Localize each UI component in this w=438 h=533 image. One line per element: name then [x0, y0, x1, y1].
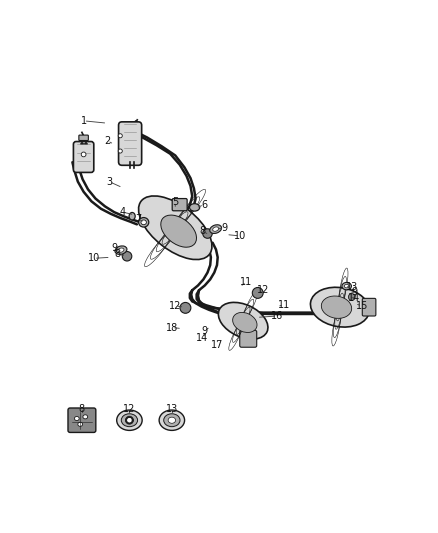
Ellipse shape [311, 287, 369, 327]
Ellipse shape [344, 285, 349, 288]
Text: 2: 2 [104, 136, 110, 146]
Circle shape [129, 416, 130, 417]
Text: 9: 9 [201, 326, 207, 336]
Ellipse shape [129, 213, 135, 220]
Text: 10: 10 [88, 253, 100, 263]
Ellipse shape [219, 302, 268, 339]
Text: 12: 12 [169, 301, 181, 311]
Text: 13: 13 [346, 282, 358, 292]
Ellipse shape [321, 296, 352, 318]
Circle shape [132, 421, 133, 422]
Ellipse shape [233, 312, 257, 333]
Text: 9: 9 [351, 287, 357, 297]
Text: 15: 15 [356, 301, 368, 311]
Ellipse shape [78, 422, 83, 426]
Circle shape [118, 149, 122, 153]
Circle shape [348, 294, 355, 301]
Circle shape [122, 252, 132, 261]
Ellipse shape [138, 217, 149, 227]
Text: 14: 14 [196, 333, 208, 343]
Text: 16: 16 [271, 311, 283, 321]
Ellipse shape [141, 220, 146, 225]
Ellipse shape [121, 414, 138, 427]
Circle shape [132, 420, 133, 421]
Text: 5: 5 [172, 197, 178, 207]
Circle shape [252, 287, 263, 298]
Circle shape [180, 302, 191, 313]
Text: 11: 11 [278, 300, 290, 310]
Ellipse shape [342, 282, 351, 290]
Circle shape [126, 419, 127, 420]
Text: 6: 6 [201, 200, 207, 209]
Text: 1: 1 [81, 116, 87, 126]
Circle shape [126, 418, 127, 419]
Ellipse shape [118, 248, 124, 252]
FancyBboxPatch shape [240, 330, 257, 347]
Ellipse shape [161, 215, 197, 247]
FancyBboxPatch shape [79, 135, 88, 141]
Text: 4: 4 [120, 207, 126, 217]
Ellipse shape [83, 415, 88, 419]
Ellipse shape [159, 410, 184, 431]
Ellipse shape [190, 204, 200, 211]
Circle shape [131, 417, 132, 418]
Ellipse shape [126, 417, 133, 423]
FancyBboxPatch shape [119, 122, 141, 165]
Ellipse shape [138, 196, 212, 260]
Ellipse shape [210, 225, 222, 233]
Text: 7: 7 [135, 214, 141, 224]
Text: 11: 11 [240, 277, 253, 287]
Ellipse shape [164, 414, 180, 427]
Ellipse shape [74, 416, 79, 421]
Circle shape [203, 229, 212, 238]
Circle shape [129, 423, 130, 424]
Text: 8: 8 [79, 404, 85, 414]
Text: 8: 8 [199, 226, 205, 236]
Text: 9: 9 [222, 223, 227, 233]
Text: 10: 10 [233, 231, 246, 241]
FancyBboxPatch shape [74, 142, 94, 172]
Text: 9: 9 [111, 243, 117, 253]
FancyBboxPatch shape [172, 199, 187, 211]
Text: 18: 18 [166, 322, 178, 333]
Text: 8: 8 [114, 249, 120, 259]
Text: 17: 17 [211, 340, 223, 350]
Circle shape [130, 423, 131, 424]
FancyBboxPatch shape [362, 298, 376, 316]
Text: 3: 3 [106, 176, 112, 187]
Text: 14: 14 [348, 293, 360, 303]
Text: 12: 12 [123, 404, 136, 414]
Circle shape [132, 420, 133, 421]
Circle shape [81, 152, 86, 157]
FancyBboxPatch shape [68, 408, 96, 432]
Ellipse shape [168, 417, 176, 423]
Ellipse shape [117, 410, 142, 431]
Ellipse shape [213, 227, 219, 231]
Text: 12: 12 [257, 285, 270, 295]
Ellipse shape [115, 246, 127, 254]
Text: 13: 13 [166, 404, 178, 414]
Circle shape [118, 134, 122, 138]
